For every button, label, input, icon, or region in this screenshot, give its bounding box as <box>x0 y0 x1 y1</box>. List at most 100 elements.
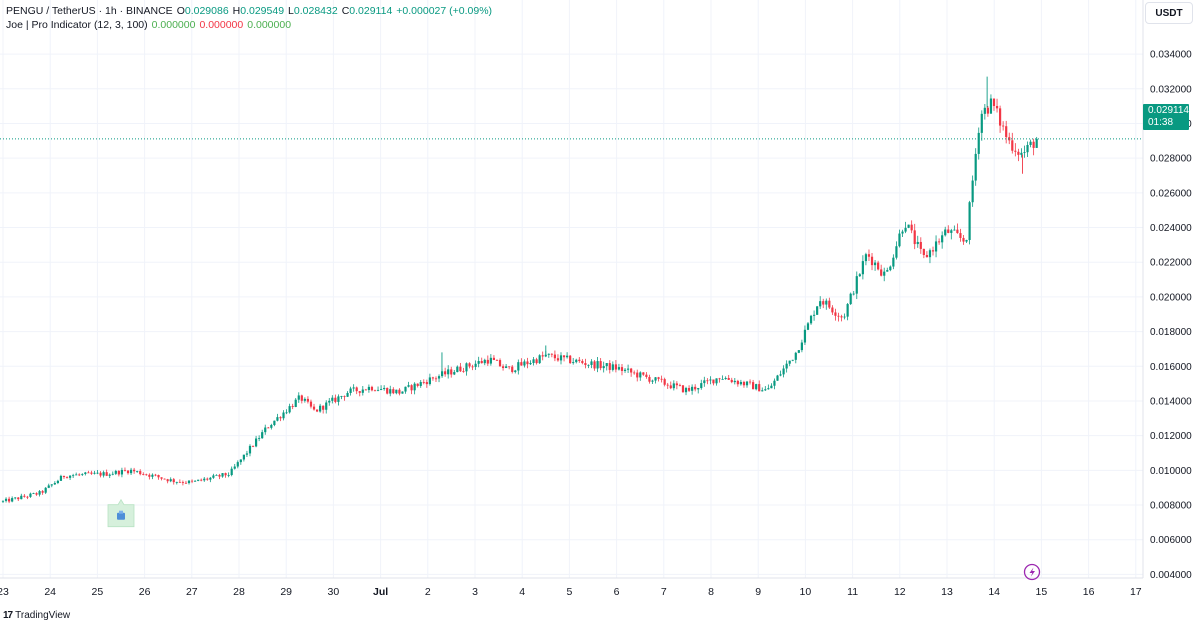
candle-body <box>691 386 694 391</box>
candle-body <box>779 374 782 376</box>
x-tick-label: 6 <box>614 586 620 598</box>
candle-body <box>849 293 852 305</box>
candle-body <box>386 387 389 394</box>
candle-body <box>758 384 761 392</box>
candle-body <box>669 385 672 389</box>
currency-button[interactable]: USDT <box>1145 2 1193 24</box>
candle-body <box>523 361 526 366</box>
candle-body <box>694 386 697 390</box>
candle-body <box>486 359 489 364</box>
candle-body <box>361 389 364 393</box>
candle-body <box>483 359 486 364</box>
candle-body <box>334 397 337 402</box>
indicator-title[interactable]: Joe | Pro Indicator (12, 3, 100) <box>6 19 148 31</box>
candle-body <box>709 379 712 381</box>
candle-body <box>450 369 453 375</box>
candle-body <box>700 383 703 389</box>
candle-body <box>276 417 279 421</box>
candle-body <box>258 438 261 439</box>
candle-body <box>20 495 23 500</box>
candle-body <box>968 202 971 240</box>
candle-body <box>645 374 648 377</box>
x-tick-label: 26 <box>139 586 151 598</box>
candle-body <box>745 381 749 386</box>
chart-grid <box>0 0 1143 578</box>
candle-body <box>306 398 310 402</box>
candle-body <box>212 475 215 478</box>
y-tick-label: 0.010000 <box>1150 466 1192 477</box>
candle-body <box>623 369 627 371</box>
candle-body <box>828 300 831 308</box>
x-tick-label: 3 <box>472 586 478 598</box>
candle-body <box>492 357 496 360</box>
candle-body <box>980 113 983 133</box>
candle-body <box>178 481 181 483</box>
time-axis[interactable]: 23 24 25 26 27 28 29 30 Jul 2 3 4 5 6 7 8 9 10 11 12 13 14 15 1… <box>0 577 1143 598</box>
signal-marker[interactable] <box>107 498 135 528</box>
candle-body <box>495 359 499 361</box>
candle-body <box>303 398 306 401</box>
candle-body <box>355 387 358 392</box>
tradingview-logo[interactable]: 17 TradingView <box>3 610 70 621</box>
candle-body <box>370 386 374 391</box>
candle-body <box>431 377 435 379</box>
candle-body <box>873 262 877 266</box>
candle-body <box>294 399 297 407</box>
candle-body <box>129 469 133 474</box>
candle-body <box>785 363 788 369</box>
candle-body <box>867 254 871 257</box>
x-tick-label: 8 <box>708 586 714 598</box>
candle-body <box>575 359 578 363</box>
candle-body <box>816 306 819 315</box>
candle-body <box>273 420 276 426</box>
candle-body <box>581 360 584 364</box>
candle-body <box>151 474 154 477</box>
candle-body <box>639 372 642 378</box>
candle-body <box>1014 150 1017 152</box>
candle-body <box>328 400 331 403</box>
candle-body <box>282 412 285 419</box>
signal-marker-icon-top <box>119 510 123 514</box>
candle-body <box>309 401 313 407</box>
candle-body <box>587 364 590 366</box>
indicator-value-1: 0.000000 <box>151 19 196 31</box>
change-value: +0.000027 (+0.09%) <box>396 5 493 17</box>
candle-body <box>142 474 145 475</box>
symbol-title[interactable]: PENGU / TetherUS · 1h · BINANCE <box>6 5 173 17</box>
candle-body <box>242 454 245 460</box>
candle-body <box>32 493 35 494</box>
candle-body <box>791 359 794 361</box>
candle-body <box>1008 137 1011 141</box>
candle-body <box>17 497 20 500</box>
x-tick-label: 27 <box>186 586 198 598</box>
candle-body <box>517 362 520 371</box>
x-tick-label: 14 <box>988 586 1000 598</box>
price-axis[interactable]: 0.0340000.0320000.0300000.0280000.026000… <box>1142 0 1192 581</box>
candle-body <box>239 459 242 463</box>
candle-body <box>846 304 849 317</box>
candle-body <box>65 477 69 478</box>
candle-body <box>270 425 273 428</box>
candle-body <box>724 378 727 380</box>
candle-body <box>941 235 944 243</box>
x-tick-label: 13 <box>941 586 953 598</box>
candle-body <box>489 357 492 364</box>
candle-body <box>520 362 523 366</box>
candle-body <box>7 498 11 502</box>
candle-body <box>505 366 508 369</box>
lightning-icon[interactable] <box>1023 563 1041 581</box>
indicator-row: Joe | Pro Indicator (12, 3, 100) 0.00000… <box>6 18 492 32</box>
candle-body <box>337 396 340 402</box>
candle-body <box>977 132 980 154</box>
candle-body <box>803 329 807 343</box>
candle-body <box>511 366 514 372</box>
candle-body <box>62 475 66 478</box>
candle-body <box>26 496 29 498</box>
candle-body <box>410 385 413 391</box>
candle-body <box>81 474 84 475</box>
candle-body <box>904 227 907 232</box>
candle-body <box>535 359 538 364</box>
candle-body <box>767 388 770 390</box>
candle-body <box>572 362 575 364</box>
